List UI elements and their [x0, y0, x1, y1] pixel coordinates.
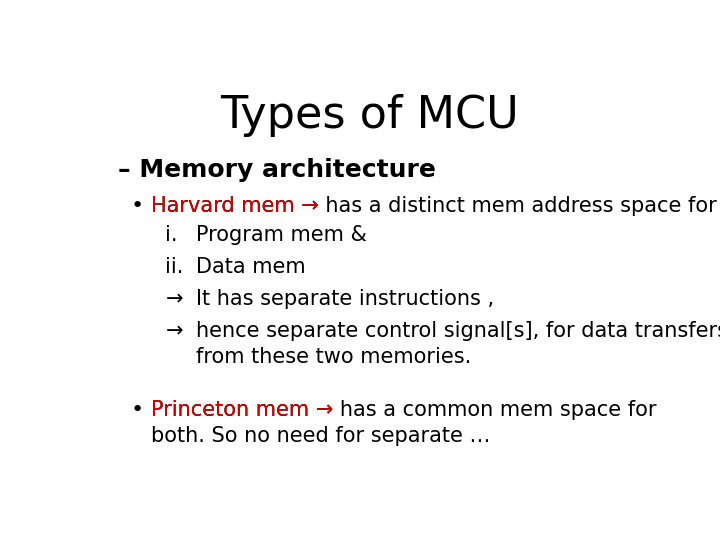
- Text: Program mem &: Program mem &: [196, 225, 367, 245]
- Text: →: →: [166, 321, 183, 341]
- Text: •: •: [131, 196, 144, 216]
- Text: Harvard mem → has a distinct mem address space for: Harvard mem → has a distinct mem address…: [151, 196, 717, 216]
- Text: – Memory architecture: – Memory architecture: [118, 158, 436, 183]
- Text: hence separate control signal[s], for data transfers
from these two memories.: hence separate control signal[s], for da…: [196, 321, 720, 367]
- Text: →: →: [166, 289, 183, 309]
- Text: It has separate instructions ,: It has separate instructions ,: [196, 289, 494, 309]
- Text: Princeton mem → has a common mem space for
both. So no need for separate …: Princeton mem → has a common mem space f…: [151, 400, 657, 446]
- Text: Types of MCU: Types of MCU: [220, 94, 518, 137]
- Text: i.: i.: [166, 225, 178, 245]
- Text: Harvard mem →: Harvard mem →: [151, 196, 319, 216]
- Text: ii.: ii.: [166, 257, 184, 277]
- Text: •: •: [131, 400, 144, 420]
- Text: Data mem: Data mem: [196, 257, 306, 277]
- Text: Princeton mem →: Princeton mem →: [151, 400, 333, 420]
